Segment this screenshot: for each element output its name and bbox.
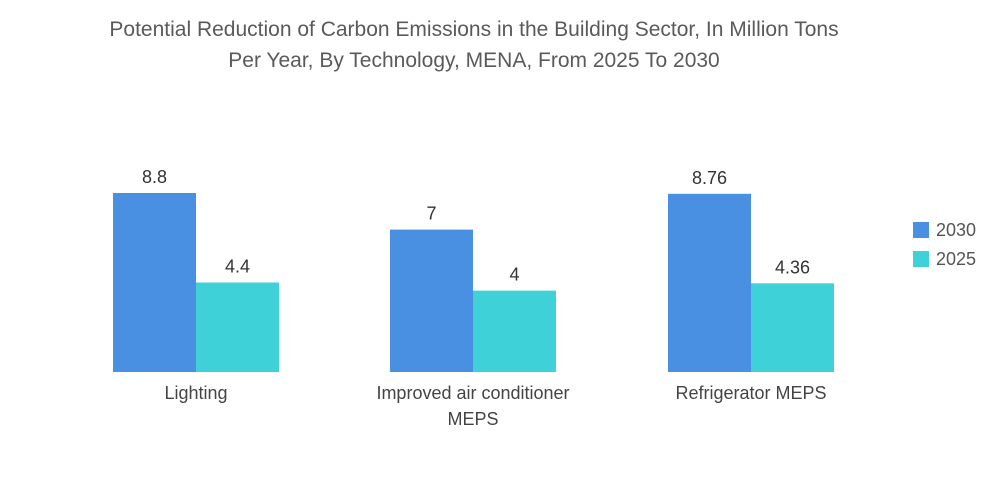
legend: 2030 2025: [913, 220, 976, 269]
chart-title: Potential Reduction of Carbon Emissions …: [0, 14, 948, 76]
chart-title-line-1: Potential Reduction of Carbon Emissions …: [109, 18, 839, 41]
value-label-refrigerator-meps-2030: 8.76: [692, 168, 727, 188]
value-label-lighting-2030: 8.8: [142, 167, 167, 187]
bar-improved-air-conditioner-meps-2030: [390, 229, 473, 372]
category-label-improved-air-conditioner-meps-line-2: MEPS: [447, 409, 498, 429]
category-labels-layer: Lighting Improved air conditioner MEPS Refr…: [164, 383, 826, 429]
value-label-improved-air-conditioner-meps-2030: 7: [426, 204, 436, 224]
chart-title-line-2: Per Year, By Technology, MENA, From 2025…: [228, 49, 720, 72]
category-label-lighting: Lighting: [164, 383, 227, 403]
value-labels-layer: 8.8 4.4 7 4 8.76 4.36: [142, 167, 810, 285]
category-label-refrigerator-meps: Refrigerator MEPS: [675, 383, 826, 403]
bar-lighting-2025: [196, 282, 279, 372]
value-label-lighting-2025: 4.4: [225, 257, 250, 277]
bars-layer: [113, 193, 834, 372]
value-label-refrigerator-meps-2025: 4.36: [775, 257, 810, 277]
legend-swatch-2030: [913, 222, 929, 238]
legend-label-2025: 2025: [936, 249, 976, 269]
value-label-improved-air-conditioner-meps-2025: 4: [509, 265, 519, 285]
legend-label-2030: 2030: [936, 220, 976, 240]
bar-refrigerator-meps-2030: [668, 193, 751, 372]
legend-swatch-2025: [913, 251, 929, 267]
category-label-improved-air-conditioner-meps-line-1: Improved air conditioner: [376, 383, 569, 403]
bar-lighting-2030: [113, 193, 196, 372]
bar-refrigerator-meps-2025: [751, 283, 834, 372]
bar-improved-air-conditioner-meps-2025: [473, 290, 556, 372]
